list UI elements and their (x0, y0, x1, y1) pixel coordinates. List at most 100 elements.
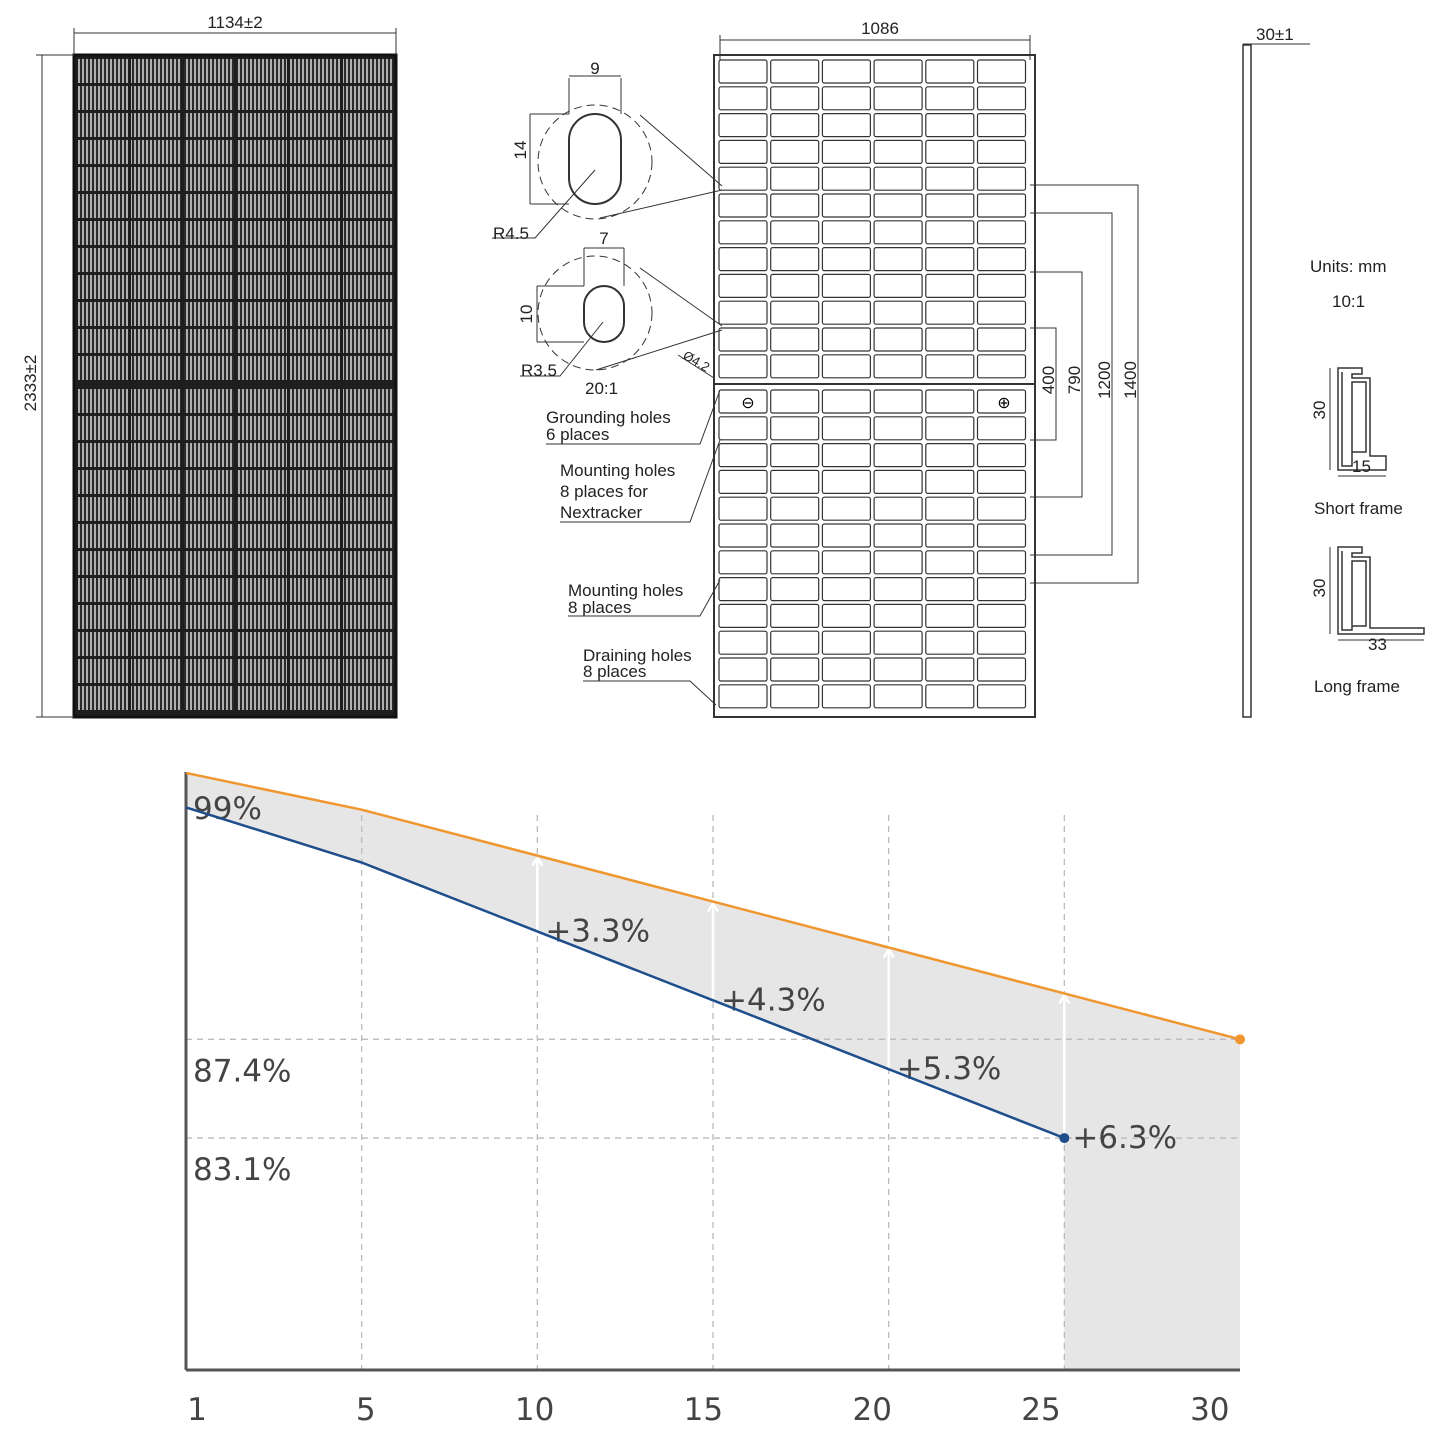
cell (925, 300, 975, 325)
cell (184, 524, 234, 548)
cell (131, 221, 181, 245)
cell (290, 470, 340, 494)
cell (290, 659, 340, 683)
cell (131, 167, 181, 191)
cell (237, 167, 287, 191)
cell (237, 302, 287, 326)
cell (925, 550, 975, 575)
cell (184, 605, 234, 629)
cell (78, 551, 128, 575)
cell (78, 605, 128, 629)
cell (184, 221, 234, 245)
x-tick-label: 10 (515, 1392, 554, 1428)
front-cells (78, 59, 393, 710)
cell (290, 605, 340, 629)
cell (184, 497, 234, 521)
cell (237, 686, 287, 710)
series-line (185, 806, 1065, 1140)
note: Grounding holes (546, 408, 671, 427)
cell (131, 329, 181, 353)
cell (131, 302, 181, 326)
cell (78, 140, 128, 164)
cell (343, 605, 393, 629)
cell (925, 603, 975, 629)
cell (976, 247, 1027, 272)
cell (343, 248, 393, 272)
cell (184, 632, 234, 656)
cell (343, 443, 393, 467)
long-frame-profile (1337, 546, 1425, 635)
note: 8 places for (560, 482, 648, 501)
cell (976, 469, 1027, 494)
cell (184, 389, 234, 413)
plus-symbol: ⊕ (997, 395, 1010, 412)
cell (770, 273, 820, 298)
dim-label: 30 (1310, 579, 1329, 598)
end-point (1235, 1034, 1245, 1045)
cell (131, 389, 181, 413)
cell (770, 220, 820, 245)
cell (343, 59, 393, 83)
cell (343, 524, 393, 548)
cell (976, 523, 1027, 548)
cell (237, 659, 287, 683)
slot (583, 285, 625, 343)
cell (78, 632, 128, 656)
cell (290, 389, 340, 413)
cell (237, 389, 287, 413)
cell (290, 275, 340, 299)
cell (873, 630, 923, 655)
cell (718, 247, 768, 272)
units: Units: mm (1310, 257, 1387, 276)
leader (568, 579, 721, 617)
dim-line (1243, 43, 1310, 50)
cell (184, 551, 234, 575)
cell (976, 112, 1027, 138)
cell (925, 273, 975, 298)
cell (873, 443, 923, 468)
cell (821, 354, 872, 379)
cell (343, 416, 393, 440)
cell (976, 86, 1027, 111)
cell (78, 248, 128, 272)
cell (343, 329, 393, 353)
cell (718, 354, 768, 379)
cell (925, 86, 975, 111)
cell (925, 576, 975, 602)
cell (184, 416, 234, 440)
note: 8 places (583, 662, 646, 681)
cell (770, 166, 820, 191)
cell (343, 167, 393, 191)
arrow-head (1058, 993, 1071, 1005)
cell (821, 630, 872, 655)
cell (343, 221, 393, 245)
leader (546, 389, 721, 445)
cell (184, 329, 234, 353)
cell (976, 443, 1027, 468)
cell (131, 416, 181, 440)
cell (925, 327, 975, 352)
cell (976, 354, 1027, 379)
cell (290, 356, 340, 380)
cell (343, 140, 393, 164)
cell (290, 302, 340, 326)
slot (568, 113, 622, 205)
cell (78, 221, 128, 245)
cell (184, 113, 234, 137)
x-tick-label: 15 (684, 1392, 723, 1428)
cell (184, 356, 234, 380)
cell (873, 550, 923, 575)
scale-label: 10:1 (1332, 292, 1365, 311)
cell (976, 327, 1027, 352)
cell (78, 686, 128, 710)
cell (821, 657, 872, 682)
cell (290, 632, 340, 656)
x-tick-label: 25 (1021, 1392, 1060, 1428)
cell (925, 389, 975, 414)
x-tick-label: 5 (356, 1392, 376, 1428)
band (186, 772, 1240, 1370)
cell (184, 659, 234, 683)
cell (770, 112, 820, 138)
cell (718, 550, 768, 575)
cell (131, 578, 181, 602)
